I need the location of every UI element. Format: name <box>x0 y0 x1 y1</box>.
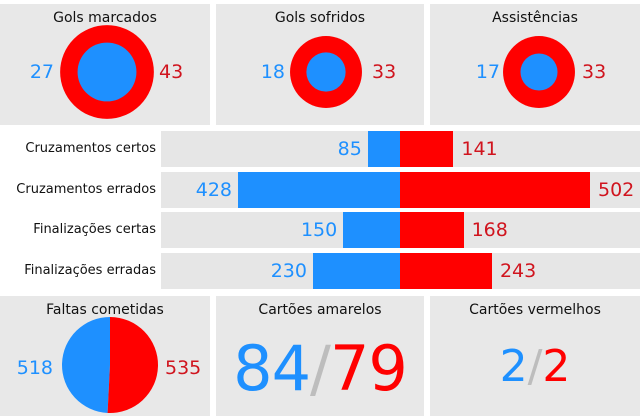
red-value: 33 <box>372 61 397 83</box>
circle-chart <box>503 36 575 108</box>
red-value: 79 <box>329 332 408 405</box>
blue-value: 18 <box>260 61 285 83</box>
red-cards-score: 2/2 <box>430 342 640 392</box>
panel-gols-sofridos: Gols sofridos 18 33 <box>216 4 424 125</box>
bar-blue-label: 85 <box>337 138 362 160</box>
bar-blue-label: 150 <box>300 219 338 241</box>
blue-value: 17 <box>475 61 500 83</box>
panel-title: Cartões vermelhos <box>469 302 601 318</box>
circle-chart <box>60 25 154 119</box>
bar-red-label: 168 <box>471 219 508 241</box>
pie-slice-red <box>107 317 158 413</box>
pie-chart <box>61 317 158 413</box>
bar-blue <box>343 212 400 248</box>
panel-faltas-cometidas: Faltas cometidas 518 535 <box>0 296 210 416</box>
row-label: Finalizações certas <box>33 222 156 237</box>
row-label: Cruzamentos certos <box>25 141 156 156</box>
panel-title: Assistências <box>492 10 578 26</box>
circle-blue <box>77 42 137 102</box>
row-label: Cruzamentos errados <box>16 182 156 197</box>
circle-blue <box>520 53 558 91</box>
panel-cartoes-amarelos: Cartões amarelos 84/79 <box>216 296 424 416</box>
red-value: 535 <box>165 357 202 379</box>
red-value: 43 <box>159 61 184 83</box>
bar-red <box>400 172 590 208</box>
blue-value: 518 <box>16 357 53 379</box>
bar-blue <box>312 253 400 289</box>
circle-blue <box>306 52 346 92</box>
bar-red-label: 141 <box>461 138 498 160</box>
panel-cartoes-vermelhos: Cartões vermelhos 2/2 <box>430 296 640 416</box>
circle-chart <box>290 36 362 108</box>
bar-blue-label: 428 <box>195 179 233 201</box>
bar-red <box>400 212 464 248</box>
bar-blue <box>238 172 400 208</box>
yellow-cards-score: 84/79 <box>216 334 424 404</box>
blue-value: 84 <box>233 332 311 405</box>
red-value: 2 <box>542 341 571 392</box>
panel-title: Cartões amarelos <box>258 302 382 318</box>
bar-red-label: 243 <box>499 260 537 282</box>
bar-blue-label: 230 <box>270 260 307 282</box>
bar-red <box>400 253 492 289</box>
blue-value: 27 <box>29 61 54 83</box>
panel-assistencias: Assistências 17 33 <box>430 4 640 125</box>
blue-value: 2 <box>499 341 528 392</box>
panel-title: Gols sofridos <box>274 10 366 26</box>
panel-title: Gols marcados <box>53 10 157 26</box>
separator: / <box>527 341 543 392</box>
panel-gols-marcados: Gols marcados 27 43 <box>0 4 210 125</box>
bar-red-label: 502 <box>598 179 635 201</box>
bar-blue <box>367 131 400 167</box>
red-value: 33 <box>582 61 607 83</box>
panel-title: Faltas cometidas <box>46 302 164 318</box>
pie-slice-blue <box>61 317 110 413</box>
separator: / <box>310 332 331 405</box>
bar-red <box>400 131 454 167</box>
row-label: Finalizações erradas <box>24 263 156 278</box>
